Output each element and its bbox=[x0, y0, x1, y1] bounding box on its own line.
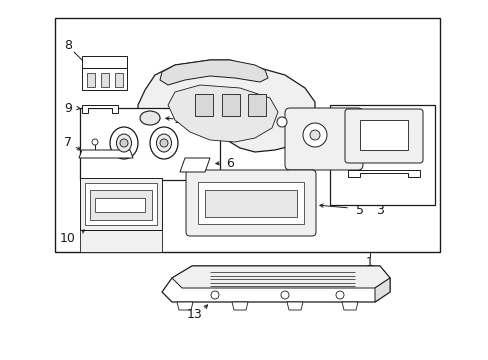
Circle shape bbox=[120, 139, 128, 147]
Polygon shape bbox=[286, 302, 303, 310]
Polygon shape bbox=[82, 105, 118, 113]
Text: 12: 12 bbox=[174, 112, 189, 126]
Ellipse shape bbox=[156, 134, 171, 152]
Text: 1: 1 bbox=[366, 256, 373, 269]
Ellipse shape bbox=[140, 111, 160, 125]
Bar bbox=[80, 230, 162, 252]
Bar bbox=[101, 73, 109, 87]
Ellipse shape bbox=[110, 127, 138, 159]
Polygon shape bbox=[160, 60, 267, 85]
Text: 5: 5 bbox=[355, 203, 363, 216]
Text: 3: 3 bbox=[375, 203, 383, 216]
Polygon shape bbox=[374, 278, 389, 302]
Bar bbox=[198, 182, 304, 224]
Polygon shape bbox=[180, 158, 209, 172]
Bar bbox=[247, 94, 265, 116]
Bar bbox=[222, 94, 240, 116]
Polygon shape bbox=[341, 302, 357, 310]
Text: 11: 11 bbox=[90, 179, 106, 192]
Circle shape bbox=[92, 139, 98, 145]
FancyBboxPatch shape bbox=[345, 109, 422, 163]
Bar bbox=[55, 18, 439, 252]
FancyBboxPatch shape bbox=[185, 170, 315, 236]
Bar bbox=[82, 56, 127, 68]
Polygon shape bbox=[177, 302, 193, 310]
Text: 6: 6 bbox=[225, 157, 233, 170]
Text: 13: 13 bbox=[187, 309, 203, 321]
Text: 7: 7 bbox=[64, 135, 72, 149]
Ellipse shape bbox=[116, 134, 131, 152]
Bar bbox=[329, 105, 434, 205]
Bar bbox=[80, 108, 220, 180]
Circle shape bbox=[303, 123, 326, 147]
Polygon shape bbox=[231, 302, 247, 310]
Circle shape bbox=[309, 130, 319, 140]
Bar bbox=[80, 178, 162, 230]
Polygon shape bbox=[79, 150, 133, 158]
Polygon shape bbox=[172, 266, 389, 288]
FancyBboxPatch shape bbox=[285, 108, 362, 170]
Circle shape bbox=[335, 291, 343, 299]
Text: 2: 2 bbox=[366, 139, 373, 152]
Bar bbox=[359, 120, 407, 150]
Bar bbox=[82, 68, 127, 90]
Circle shape bbox=[210, 291, 219, 299]
Bar bbox=[95, 198, 145, 212]
Text: 10: 10 bbox=[60, 231, 76, 244]
Bar bbox=[195, 94, 213, 116]
Bar bbox=[204, 190, 296, 217]
Circle shape bbox=[160, 139, 168, 147]
Polygon shape bbox=[138, 60, 314, 152]
Bar bbox=[87, 73, 95, 87]
Text: 8: 8 bbox=[64, 39, 72, 51]
Bar bbox=[85, 183, 157, 225]
Polygon shape bbox=[162, 266, 389, 302]
Polygon shape bbox=[168, 85, 278, 142]
Circle shape bbox=[281, 291, 288, 299]
Text: 9: 9 bbox=[64, 102, 72, 114]
Text: 4: 4 bbox=[305, 113, 313, 126]
Ellipse shape bbox=[150, 127, 178, 159]
Bar bbox=[115, 73, 123, 87]
Polygon shape bbox=[347, 170, 419, 177]
Bar bbox=[90, 190, 152, 220]
Circle shape bbox=[276, 117, 286, 127]
